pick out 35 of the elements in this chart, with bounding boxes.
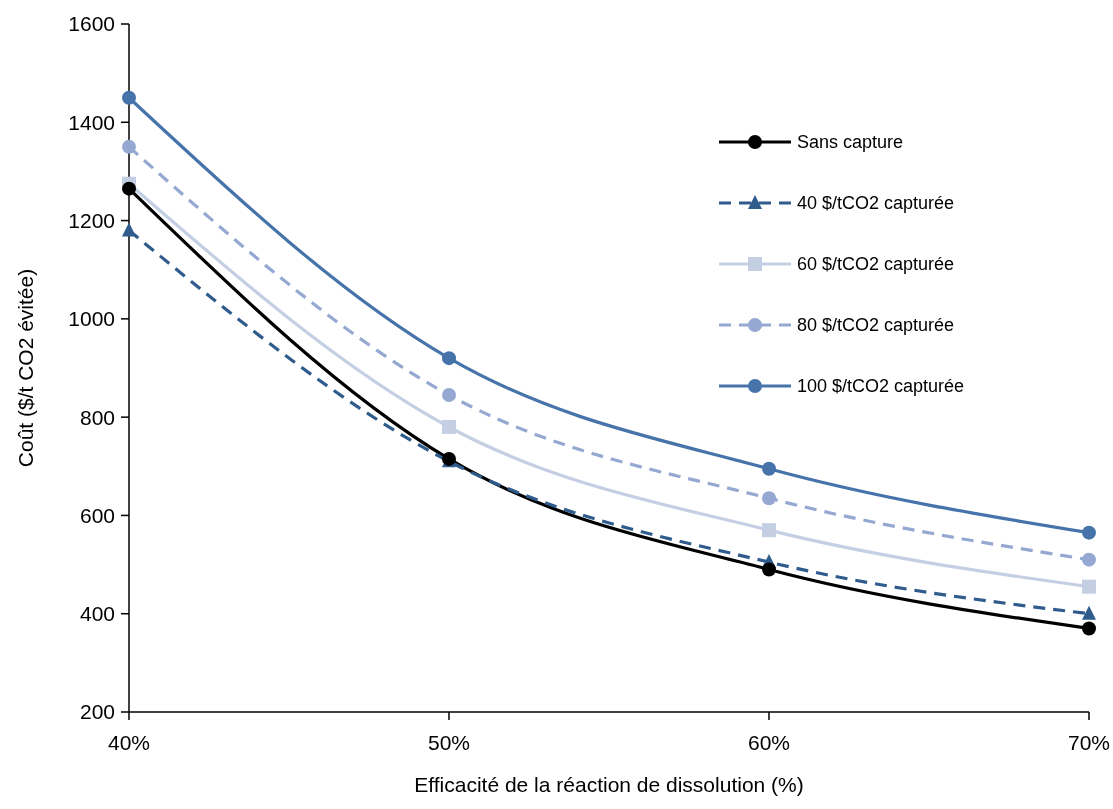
y-tick-label: 1400 (68, 110, 115, 134)
legend-label: Sans capture (797, 132, 904, 153)
point (122, 181, 136, 196)
point (762, 491, 776, 506)
y-tick-label: 800 (79, 405, 115, 429)
legend-label: 60 $/tCO2 capturée (797, 254, 955, 275)
y-tick-label: 600 (79, 503, 115, 527)
x-tick-label: 50% (427, 731, 471, 754)
point (122, 139, 136, 154)
x-tick-label: 60% (747, 731, 791, 754)
point (122, 90, 136, 105)
y-axis-title: Coût ($/t CO2 évitée) (14, 268, 37, 468)
y-tick-label: 200 (79, 700, 115, 724)
legend-label: 80 $/tCO2 capturée (797, 315, 955, 336)
point (1082, 525, 1096, 540)
x-tick-label: 40% (107, 731, 151, 754)
point (442, 388, 456, 403)
y-tick-label: 1600 (68, 12, 115, 36)
x-tick-label: 70% (1067, 731, 1111, 754)
point (1082, 552, 1096, 567)
point (762, 562, 776, 577)
legend-label: 100 $/tCO2 capturée (797, 376, 965, 397)
y-tick-label: 1200 (68, 208, 115, 232)
point (762, 461, 776, 476)
point (762, 523, 776, 538)
point (442, 351, 456, 366)
point (1082, 621, 1096, 636)
point (1082, 605, 1096, 620)
point (122, 222, 136, 237)
y-tick-label: 1000 (68, 307, 115, 331)
point (1082, 579, 1096, 594)
point (442, 419, 456, 434)
legend-label: 40 $/tCO2 capturée (797, 193, 955, 214)
y-tick-label: 400 (79, 602, 115, 626)
x-axis-title: Efficacité de la réaction de dissolution (%) (414, 773, 804, 796)
